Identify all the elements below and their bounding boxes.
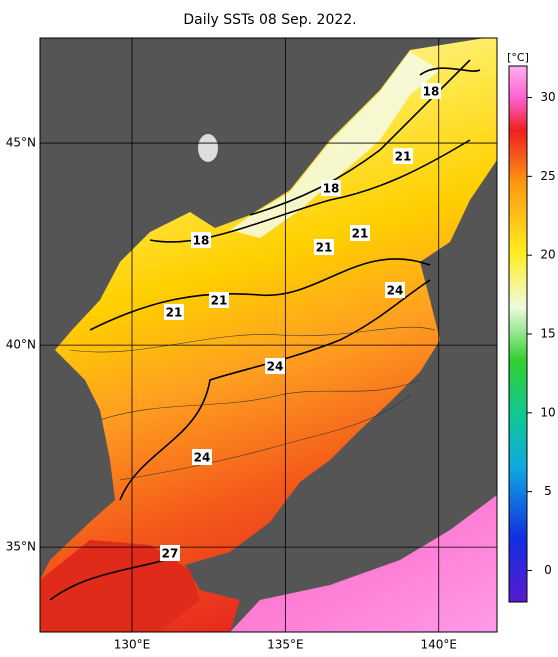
contour-label: 21 (352, 227, 369, 241)
contour-label-bg (350, 225, 370, 241)
colorbar-tick-label: 20 (540, 248, 555, 262)
lat-label: 40°N (6, 338, 36, 352)
contour-label-bg (164, 304, 184, 320)
contour-label-bg (192, 449, 212, 465)
colorbar-ticks: 0 5 10 15 20 25 30 (527, 90, 556, 577)
contour-label-bg (265, 358, 285, 374)
colorbar-tick-label: 0 (544, 563, 552, 577)
contour-labels: 18 21 18 18 21 21 24 21 21 24 24 27 (160, 83, 441, 561)
axis-labels: 130°E 135°E 140°E 35°N 40°N 45°N (6, 136, 457, 652)
contour-label: 21 (395, 150, 412, 164)
contour-label: 21 (211, 294, 228, 308)
contour-label: 27 (162, 547, 179, 561)
contour-label-bg (191, 232, 211, 248)
contour-label-bg (209, 292, 229, 308)
contour-label-bg (314, 239, 334, 255)
lon-label: 130°E (114, 638, 151, 652)
contour-label: 21 (166, 306, 183, 320)
colorbar-tick-label: 30 (540, 90, 555, 104)
colorbar-tick-label: 10 (540, 405, 555, 419)
graticule (40, 38, 497, 632)
coastal-cool-water (230, 52, 440, 238)
colorbar-tick-label: 15 (540, 327, 555, 341)
contour-label: 18 (423, 85, 440, 99)
contour-label-bg (385, 282, 405, 298)
korea-strait-warm (40, 540, 200, 632)
contour-label: 18 (323, 182, 340, 196)
pacific (230, 495, 497, 632)
colorbar (508, 65, 528, 603)
contour-label-bg (421, 83, 441, 99)
contour-label: 24 (387, 284, 404, 298)
lon-label: 140°E (420, 638, 457, 652)
map-area: 18 21 18 18 21 21 24 21 21 24 24 27 (40, 38, 497, 632)
contour-label: 18 (193, 234, 210, 248)
map-frame (39, 37, 498, 633)
thin-contours (69, 326, 436, 481)
contour-label-bg (393, 148, 413, 164)
lat-label: 45°N (6, 136, 36, 150)
colorbar-tick-label: 5 (544, 484, 552, 498)
lon-label: 135°E (267, 638, 304, 652)
lat-label: 35°N (6, 540, 36, 554)
map-title: Daily SSTs 08 Sep. 2022. (183, 12, 356, 28)
contour-label-bg (160, 545, 180, 561)
contour-label: 24 (267, 360, 284, 374)
colorbar-unit: [°C] (507, 51, 529, 64)
contour-label: 21 (316, 241, 333, 255)
colorbar-tick-label: 25 (540, 169, 555, 183)
island (198, 134, 218, 162)
sea-of-japan (40, 38, 497, 632)
contour-label-bg (321, 180, 341, 196)
contour-label: 24 (194, 451, 211, 465)
